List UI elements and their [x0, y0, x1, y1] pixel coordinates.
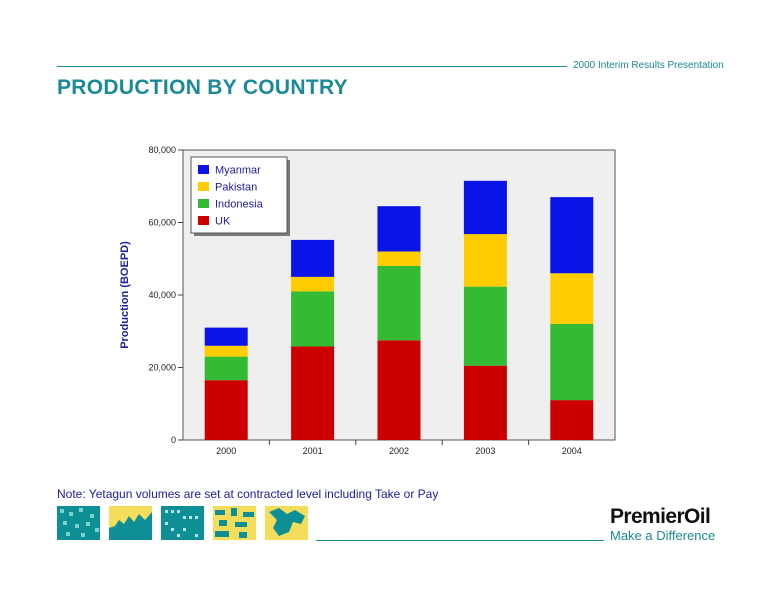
bar-myanmar-2001: [291, 239, 335, 277]
bar-pakistan-2000: [204, 345, 248, 357]
bar-myanmar-2003: [463, 180, 507, 235]
legend-swatch-myanmar: [198, 165, 209, 174]
bar-uk-2004: [550, 400, 594, 440]
bar-indonesia-2001: [291, 291, 335, 347]
bar-indonesia-2002: [377, 266, 421, 341]
y-axis-title: Production (BOEPD): [119, 241, 131, 349]
y-tick-label: 0: [171, 435, 176, 445]
pattern-tile-1: [57, 506, 100, 540]
pattern-tile-5: [265, 506, 308, 540]
page-title: PRODUCTION BY COUNTRY: [57, 76, 348, 99]
footer-rule: [316, 540, 604, 541]
footnote: Note: Yetagun volumes are set at contrac…: [57, 487, 439, 501]
legend-label-myanmar: Myanmar: [215, 165, 261, 177]
bar-myanmar-2002: [377, 206, 421, 252]
x-tick-label: 2003: [475, 446, 495, 456]
bar-myanmar-2004: [550, 197, 594, 274]
legend-swatch-indonesia: [198, 199, 209, 208]
bar-uk-2003: [463, 365, 507, 440]
y-tick-label: 60,000: [148, 218, 176, 228]
legend-label-pakistan: Pakistan: [215, 182, 257, 194]
legend-swatch-pakistan: [198, 182, 209, 191]
bar-uk-2002: [377, 340, 421, 440]
brand-tagline: Make a Difference: [610, 528, 716, 543]
x-tick-label: 2002: [389, 446, 409, 456]
bar-pakistan-2003: [463, 234, 507, 287]
x-tick-label: 2004: [562, 446, 582, 456]
brand-logo: PremierOil: [610, 505, 711, 528]
y-tick-label: 80,000: [148, 145, 176, 155]
x-tick-label: 2001: [303, 446, 323, 456]
pattern-tile-3: [161, 506, 204, 540]
production-chart: 0 20,000 40,000 60,000 80,000 2000 2001 2002 200…: [119, 145, 616, 456]
bar-myanmar-2000: [204, 327, 248, 346]
bar-indonesia-2000: [204, 356, 248, 381]
bar-pakistan-2002: [377, 251, 421, 266]
bar-pakistan-2001: [291, 276, 335, 292]
presentation-subtitle: 2000 Interim Results Presentation: [573, 60, 724, 71]
legend-label-indonesia: Indonesia: [215, 199, 264, 211]
bar-uk-2001: [291, 346, 335, 440]
y-tick-label: 20,000: [148, 363, 176, 373]
legend-label-uk: UK: [215, 216, 231, 228]
bar-pakistan-2004: [550, 273, 594, 324]
bar-indonesia-2003: [463, 286, 507, 366]
x-tick-label: 2000: [216, 446, 236, 456]
y-tick-label: 40,000: [148, 290, 176, 300]
pattern-tile-2: [109, 506, 152, 540]
bar-indonesia-2004: [550, 324, 594, 401]
header-rule: [57, 66, 567, 67]
bar-uk-2000: [204, 380, 248, 440]
legend-swatch-uk: [198, 216, 209, 225]
pattern-tile-4: [213, 506, 256, 540]
